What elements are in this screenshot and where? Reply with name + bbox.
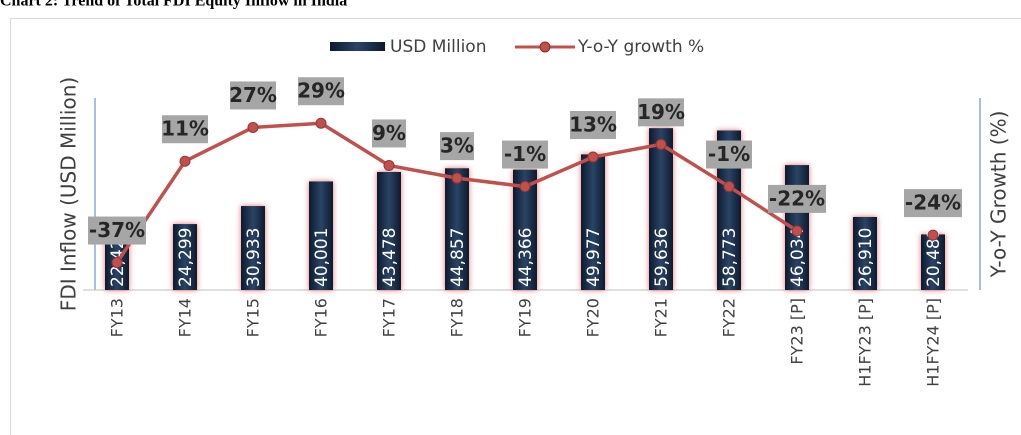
growth-label-box	[638, 98, 684, 127]
growth-point	[111, 257, 123, 269]
x-tick-label: FY20	[584, 298, 603, 337]
bar-value-label: 46,034	[788, 228, 808, 287]
legend-swatch	[330, 42, 385, 51]
growth-label-box	[768, 184, 826, 213]
growth-point	[587, 151, 599, 163]
bar-value-label: 44,366	[516, 228, 536, 287]
growth-label: 29%	[297, 79, 345, 103]
growth-label-box	[298, 77, 344, 106]
bar-value-label: 59,636	[652, 228, 672, 287]
bar	[241, 206, 265, 290]
bar-value-label: 44,857	[448, 228, 468, 287]
growth-point	[519, 181, 531, 193]
growth-label: -1%	[708, 142, 750, 166]
growth-label-box	[570, 111, 616, 139]
bar-value-label: 30,933	[244, 228, 264, 287]
x-tick-label: FY23 [P]	[788, 298, 807, 365]
growth-label: 27%	[229, 83, 277, 107]
growth-point	[315, 117, 327, 129]
bar	[853, 216, 877, 290]
bar	[173, 224, 197, 290]
legend-swatch	[539, 41, 551, 53]
bar-value-label: 24,299	[176, 228, 196, 287]
bar-value-label: 26,910	[856, 228, 876, 287]
y-axis-title: FDI Inflow (USD Million)	[57, 77, 81, 311]
page-title: Chart 2: Trend of Total FDI Equity Inflo…	[0, 0, 347, 10]
growth-label: 19%	[637, 100, 685, 124]
growth-label: 13%	[569, 113, 617, 137]
growth-label: 11%	[161, 117, 209, 141]
growth-point	[927, 229, 939, 241]
growth-label: -22%	[769, 186, 825, 210]
bar-value-label: 49,977	[584, 228, 604, 287]
growth-label: 3%	[440, 134, 474, 158]
growth-label: -37%	[89, 218, 145, 242]
x-tick-label: FY21	[652, 298, 671, 337]
x-tick-label: FY13	[108, 298, 127, 337]
x-tick-label: FY16	[312, 298, 331, 337]
x-tick-label: H1FY24 [P]	[924, 298, 943, 387]
bar	[921, 234, 945, 290]
bar	[649, 128, 673, 290]
growth-point	[655, 138, 667, 150]
bar-value-label: 43,478	[380, 228, 400, 287]
bar	[309, 181, 333, 290]
bar	[377, 171, 401, 290]
x-tick-label: FY18	[448, 298, 467, 337]
growth-point	[451, 172, 463, 184]
bar-value-label: 40,001	[312, 228, 332, 287]
bar	[445, 168, 469, 290]
growth-label-box	[162, 115, 208, 144]
x-tick-label: FY14	[176, 298, 195, 337]
growth-label: 9%	[372, 121, 406, 145]
bar-value-label: 58,773	[720, 228, 740, 287]
growth-label-box	[372, 119, 406, 148]
bar-value-label: 20,481	[924, 228, 944, 287]
x-tick-label: FY22	[720, 298, 739, 337]
growth-label-box	[904, 189, 962, 218]
growth-point	[723, 181, 735, 193]
chart-frame	[10, 18, 1021, 435]
x-tick-label: H1FY23 [P]	[856, 298, 875, 387]
bar	[581, 154, 605, 290]
legend-label: Y-o-Y growth %	[577, 37, 704, 57]
y2-axis-title: Y-o-Y Growth (%)	[987, 111, 1011, 279]
growth-point	[247, 121, 259, 133]
growth-point	[179, 155, 191, 167]
growth-label: -1%	[504, 142, 546, 166]
growth-label-box	[88, 216, 146, 245]
growth-label: -24%	[905, 191, 961, 215]
growth-label-box	[706, 140, 752, 169]
growth-point	[383, 159, 395, 171]
legend-label: USD Million	[390, 37, 486, 57]
growth-point	[791, 225, 803, 237]
growth-label-box	[230, 81, 276, 110]
growth-label-box	[502, 140, 548, 169]
x-tick-label: FY17	[380, 298, 399, 337]
x-tick-label: FY19	[516, 298, 535, 337]
growth-label-box	[440, 132, 474, 161]
x-tick-label: FY15	[244, 298, 263, 337]
